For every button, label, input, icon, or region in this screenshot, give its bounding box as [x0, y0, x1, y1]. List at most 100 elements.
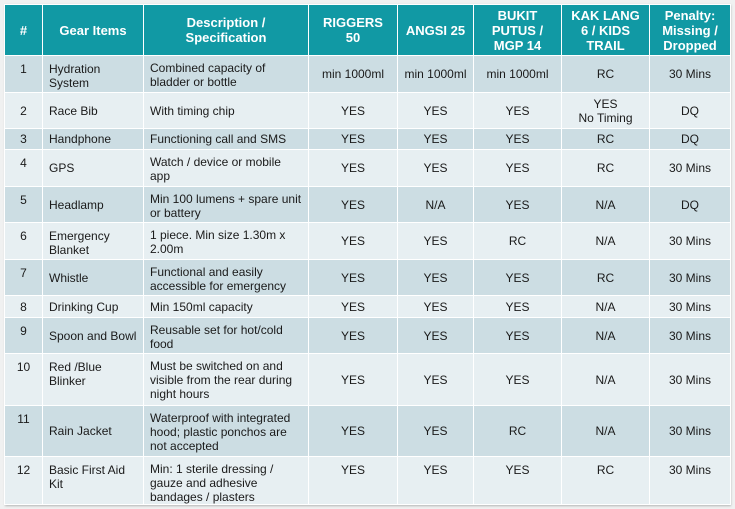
gear-description: 1 piece. Min size 1.30m x 2.00m [143, 222, 309, 260]
penalty-value: DQ [649, 128, 731, 150]
row-number: 9 [4, 317, 43, 354]
gear-table-container: # Gear Items Description / Specification… [4, 4, 731, 505]
riggers-50-value: YES [308, 92, 398, 129]
gear-description: Must be switched on and visible from the… [143, 353, 309, 406]
row-number: 5 [4, 186, 43, 223]
gear-description: Watch / device or mobile app [143, 149, 309, 187]
bukit-putus-value: YES [473, 456, 562, 505]
penalty-value: 30 Mins [649, 353, 731, 406]
kak-lang-value-line1: RC [596, 161, 615, 175]
table-row: 5 Headlamp Min 100 lumens + spare unit o… [4, 186, 731, 223]
kak-lang-value: RC [561, 149, 650, 187]
header-angsi-25: ANGSI 25 [397, 4, 474, 56]
kak-lang-value-line1: N/A [595, 424, 616, 438]
riggers-50-value: YES [308, 259, 398, 296]
penalty-value: 30 Mins [649, 405, 731, 457]
gear-item-name: Emergency Blanket [42, 222, 144, 260]
gear-item-name: Drinking Cup [42, 295, 144, 318]
kak-lang-value: YES No Timing [561, 92, 650, 129]
row-number: 3 [4, 128, 43, 150]
kak-lang-value-line1: RC [596, 132, 615, 146]
angsi-25-value: YES [397, 317, 474, 354]
angsi-25-value: N/A [397, 186, 474, 223]
header-description: Description / Specification [143, 4, 309, 56]
table-row: 12 Basic First Aid Kit Min: 1 sterile dr… [4, 456, 731, 505]
bukit-putus-value: YES [473, 295, 562, 318]
penalty-value: 30 Mins [649, 456, 731, 505]
row-number: 4 [4, 149, 43, 187]
row-number: 6 [4, 222, 43, 260]
row-number: 7 [4, 259, 43, 296]
table-row: 11 Rain Jacket Waterproof with integrate… [4, 405, 731, 457]
header-riggers-50: RIGGERS 50 [308, 4, 398, 56]
gear-description: With timing chip [143, 92, 309, 129]
riggers-50-value: YES [308, 353, 398, 406]
gear-description: Min 100 lumens + spare unit or battery [143, 186, 309, 223]
riggers-50-value: YES [308, 186, 398, 223]
riggers-50-value: YES [308, 405, 398, 457]
kak-lang-value-line1: RC [596, 270, 615, 285]
table-row: 3 Handphone Functioning call and SMS YES… [4, 128, 731, 150]
kak-lang-value-line1: N/A [595, 234, 616, 248]
table-row: 4 GPS Watch / device or mobile app YES Y… [4, 149, 731, 187]
bukit-putus-value: YES [473, 186, 562, 223]
table-row: 1 Hydration System Combined capacity of … [4, 55, 731, 93]
gear-item-name: Handphone [42, 128, 144, 150]
table-row: 6 Emergency Blanket 1 piece. Min size 1.… [4, 222, 731, 260]
bukit-putus-value: RC [473, 222, 562, 260]
kak-lang-value: RC [561, 456, 650, 505]
riggers-50-value: YES [308, 128, 398, 150]
gear-item-name: GPS [42, 149, 144, 187]
angsi-25-value: YES [397, 222, 474, 260]
kak-lang-value: N/A [561, 405, 650, 457]
gear-item-name: Red /Blue Blinker [42, 353, 144, 406]
row-number: 12 [4, 456, 43, 505]
gear-description: Reusable set for hot/cold food [143, 317, 309, 354]
table-row: 8 Drinking Cup Min 150ml capacity YES YE… [4, 295, 731, 318]
gear-item-name: Rain Jacket [42, 405, 144, 457]
gear-item-name: Whistle [42, 259, 144, 296]
kak-lang-value: N/A [561, 222, 650, 260]
header-bukit-putus: BUKIT PUTUS / MGP 14 [473, 4, 562, 56]
kak-lang-value: N/A [561, 186, 650, 223]
kak-lang-value: N/A [561, 317, 650, 354]
angsi-25-value: YES [397, 405, 474, 457]
riggers-50-value: YES [308, 295, 398, 318]
riggers-50-value: YES [308, 456, 398, 505]
angsi-25-value: min 1000ml [397, 55, 474, 93]
penalty-value: 30 Mins [649, 222, 731, 260]
angsi-25-value: YES [397, 128, 474, 150]
gear-description: Min 150ml capacity [143, 295, 309, 318]
penalty-value: 30 Mins [649, 259, 731, 296]
angsi-25-value: YES [397, 295, 474, 318]
bukit-putus-value: YES [473, 92, 562, 129]
bukit-putus-value: YES [473, 353, 562, 406]
kak-lang-value-line1: N/A [595, 299, 616, 314]
bukit-putus-value: RC [473, 405, 562, 457]
row-number: 1 [4, 55, 43, 93]
table-header-row: # Gear Items Description / Specification… [4, 4, 731, 56]
kak-lang-value-line2: No Timing [578, 110, 633, 125]
gear-description: Combined capacity of bladder or bottle [143, 55, 309, 93]
angsi-25-value: YES [397, 149, 474, 187]
gear-item-name: Race Bib [42, 92, 144, 129]
kak-lang-value-line1: N/A [595, 372, 616, 387]
penalty-value: 30 Mins [649, 295, 731, 318]
kak-lang-value: RC [561, 259, 650, 296]
kak-lang-value-line1: N/A [595, 328, 616, 343]
angsi-25-value: YES [397, 259, 474, 296]
bukit-putus-value: YES [473, 317, 562, 354]
gear-item-name: Basic First Aid Kit [42, 456, 144, 505]
kak-lang-value: RC [561, 128, 650, 150]
row-number: 2 [4, 92, 43, 129]
gear-description: Min: 1 sterile dressing / gauze and adhe… [143, 456, 309, 505]
table-row: 2 Race Bib With timing chip YES YES YES … [4, 92, 731, 129]
penalty-value: 30 Mins [649, 317, 731, 354]
table-row: 9 Spoon and Bowl Reusable set for hot/co… [4, 317, 731, 354]
riggers-50-value: YES [308, 149, 398, 187]
gear-description: Functioning call and SMS [143, 128, 309, 150]
gear-item-name: Headlamp [42, 186, 144, 223]
angsi-25-value: YES [397, 353, 474, 406]
bukit-putus-value: min 1000ml [473, 55, 562, 93]
gear-item-name: Spoon and Bowl [42, 317, 144, 354]
